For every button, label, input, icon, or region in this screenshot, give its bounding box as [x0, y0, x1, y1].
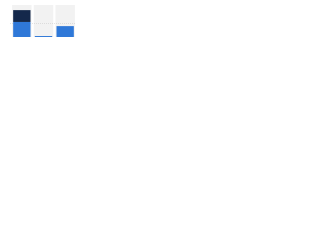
bar	[56, 26, 74, 37]
bar	[13, 10, 31, 22]
chart	[10, 5, 76, 37]
bar	[34, 36, 53, 37]
page: {"chart_data": {"type": "bar", "stacked"…	[0, 0, 100, 71]
bar	[13, 21, 31, 37]
category-band	[33, 5, 54, 37]
